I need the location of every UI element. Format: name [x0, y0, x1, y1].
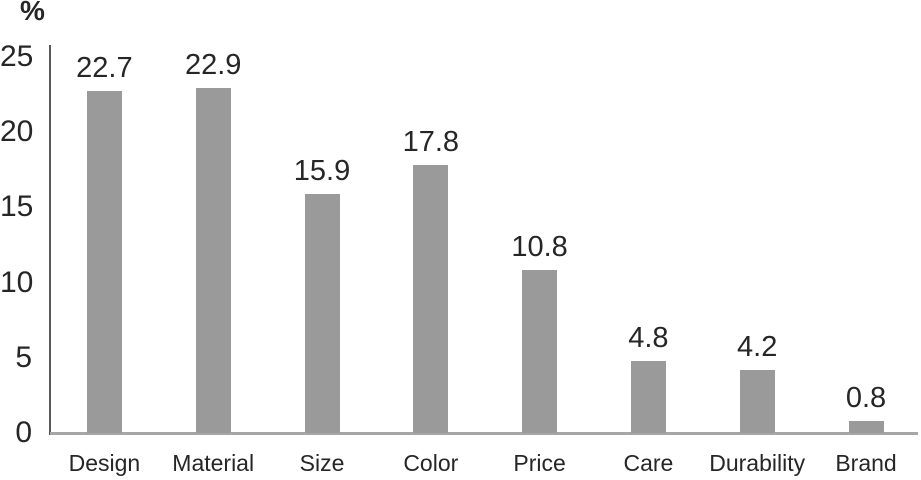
x-axis-line	[50, 432, 918, 435]
y-tick-label: 5	[15, 340, 32, 374]
y-tick-label: 10	[0, 265, 34, 299]
bar-value-label: 4.2	[737, 330, 778, 363]
bar-value-label: 15.9	[293, 154, 351, 187]
bar-value-label: 22.9	[184, 49, 242, 82]
bar-design	[86, 91, 122, 433]
bar-value-label: 17.8	[402, 126, 460, 159]
bar-value-label: 4.8	[628, 321, 669, 354]
y-tick-label: 15	[0, 190, 34, 224]
y-tick-label: 25	[0, 39, 34, 73]
bar-care	[630, 360, 666, 433]
category-label: Size	[299, 450, 345, 476]
y-tick-label: 20	[0, 115, 34, 148]
category-label: Color	[403, 450, 459, 476]
bar-color	[413, 165, 449, 433]
bar-price	[522, 270, 558, 433]
bar-durability	[739, 369, 775, 433]
category-label: Brand	[835, 450, 897, 476]
category-label: Durability	[709, 450, 806, 476]
bar-value-label: 10.8	[511, 231, 568, 264]
y-axis-line	[49, 45, 51, 435]
category-label: Design	[68, 450, 141, 476]
bar-size	[304, 193, 340, 433]
category-label: Material	[172, 450, 255, 476]
bar-material	[195, 88, 231, 433]
bar-value-label: 22.7	[76, 52, 133, 85]
category-label: Price	[513, 450, 566, 476]
category-label: Care	[623, 450, 674, 476]
bar-brand	[848, 420, 884, 433]
y-axis-unit-label: %	[20, 0, 45, 26]
y-tick-label: 0	[15, 416, 32, 449]
bar-value-label: 0.8	[845, 381, 887, 414]
